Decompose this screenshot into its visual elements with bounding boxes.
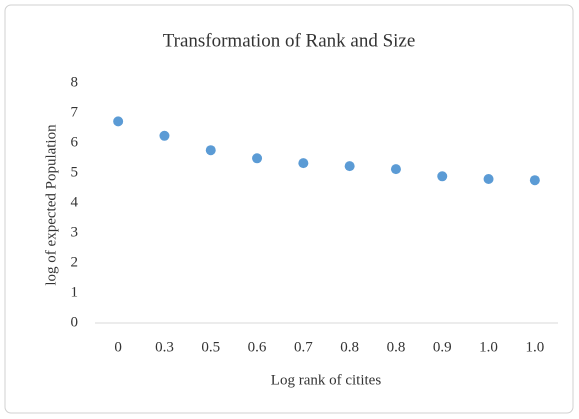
y-tick-label: 8 bbox=[71, 74, 79, 90]
y-tick-label: 4 bbox=[71, 194, 79, 210]
chart-border bbox=[4, 4, 574, 414]
point bbox=[159, 130, 170, 141]
x-axis-label: Log rank of citites bbox=[271, 372, 382, 388]
x-tick-label: 0.7 bbox=[294, 339, 313, 355]
x-tick-label: 1.0 bbox=[479, 339, 498, 355]
y-tick-label: 6 bbox=[71, 134, 79, 150]
point bbox=[252, 153, 263, 164]
x-tick-label: 0 bbox=[114, 339, 122, 355]
x-tick-label: 0.6 bbox=[248, 339, 267, 355]
x-tick-label: 0.5 bbox=[201, 339, 220, 355]
point bbox=[390, 164, 401, 175]
chart-title: Transformation of Rank and Size bbox=[163, 30, 416, 51]
y-tick-label: 5 bbox=[71, 164, 79, 180]
y-axis-label: log of expected Population bbox=[43, 124, 59, 286]
x-tick-label: 0.9 bbox=[433, 339, 452, 355]
point bbox=[529, 175, 540, 186]
y-tick-label: 1 bbox=[71, 284, 79, 300]
point bbox=[483, 174, 494, 184]
y-tick-label: 0 bbox=[71, 314, 79, 330]
x-tick-label: 0.8 bbox=[387, 339, 406, 355]
x-tick-label: 1.0 bbox=[525, 339, 544, 355]
point bbox=[437, 171, 448, 182]
y-tick-label: 2 bbox=[71, 254, 79, 270]
x-tick-label: 0.3 bbox=[155, 339, 174, 355]
point bbox=[113, 116, 124, 127]
point bbox=[344, 161, 355, 172]
y-tick-label: 7 bbox=[71, 104, 79, 120]
y-tick-label: 3 bbox=[71, 224, 79, 240]
point bbox=[205, 145, 216, 156]
point bbox=[298, 158, 309, 169]
x-tick-label: 0.8 bbox=[340, 339, 359, 355]
